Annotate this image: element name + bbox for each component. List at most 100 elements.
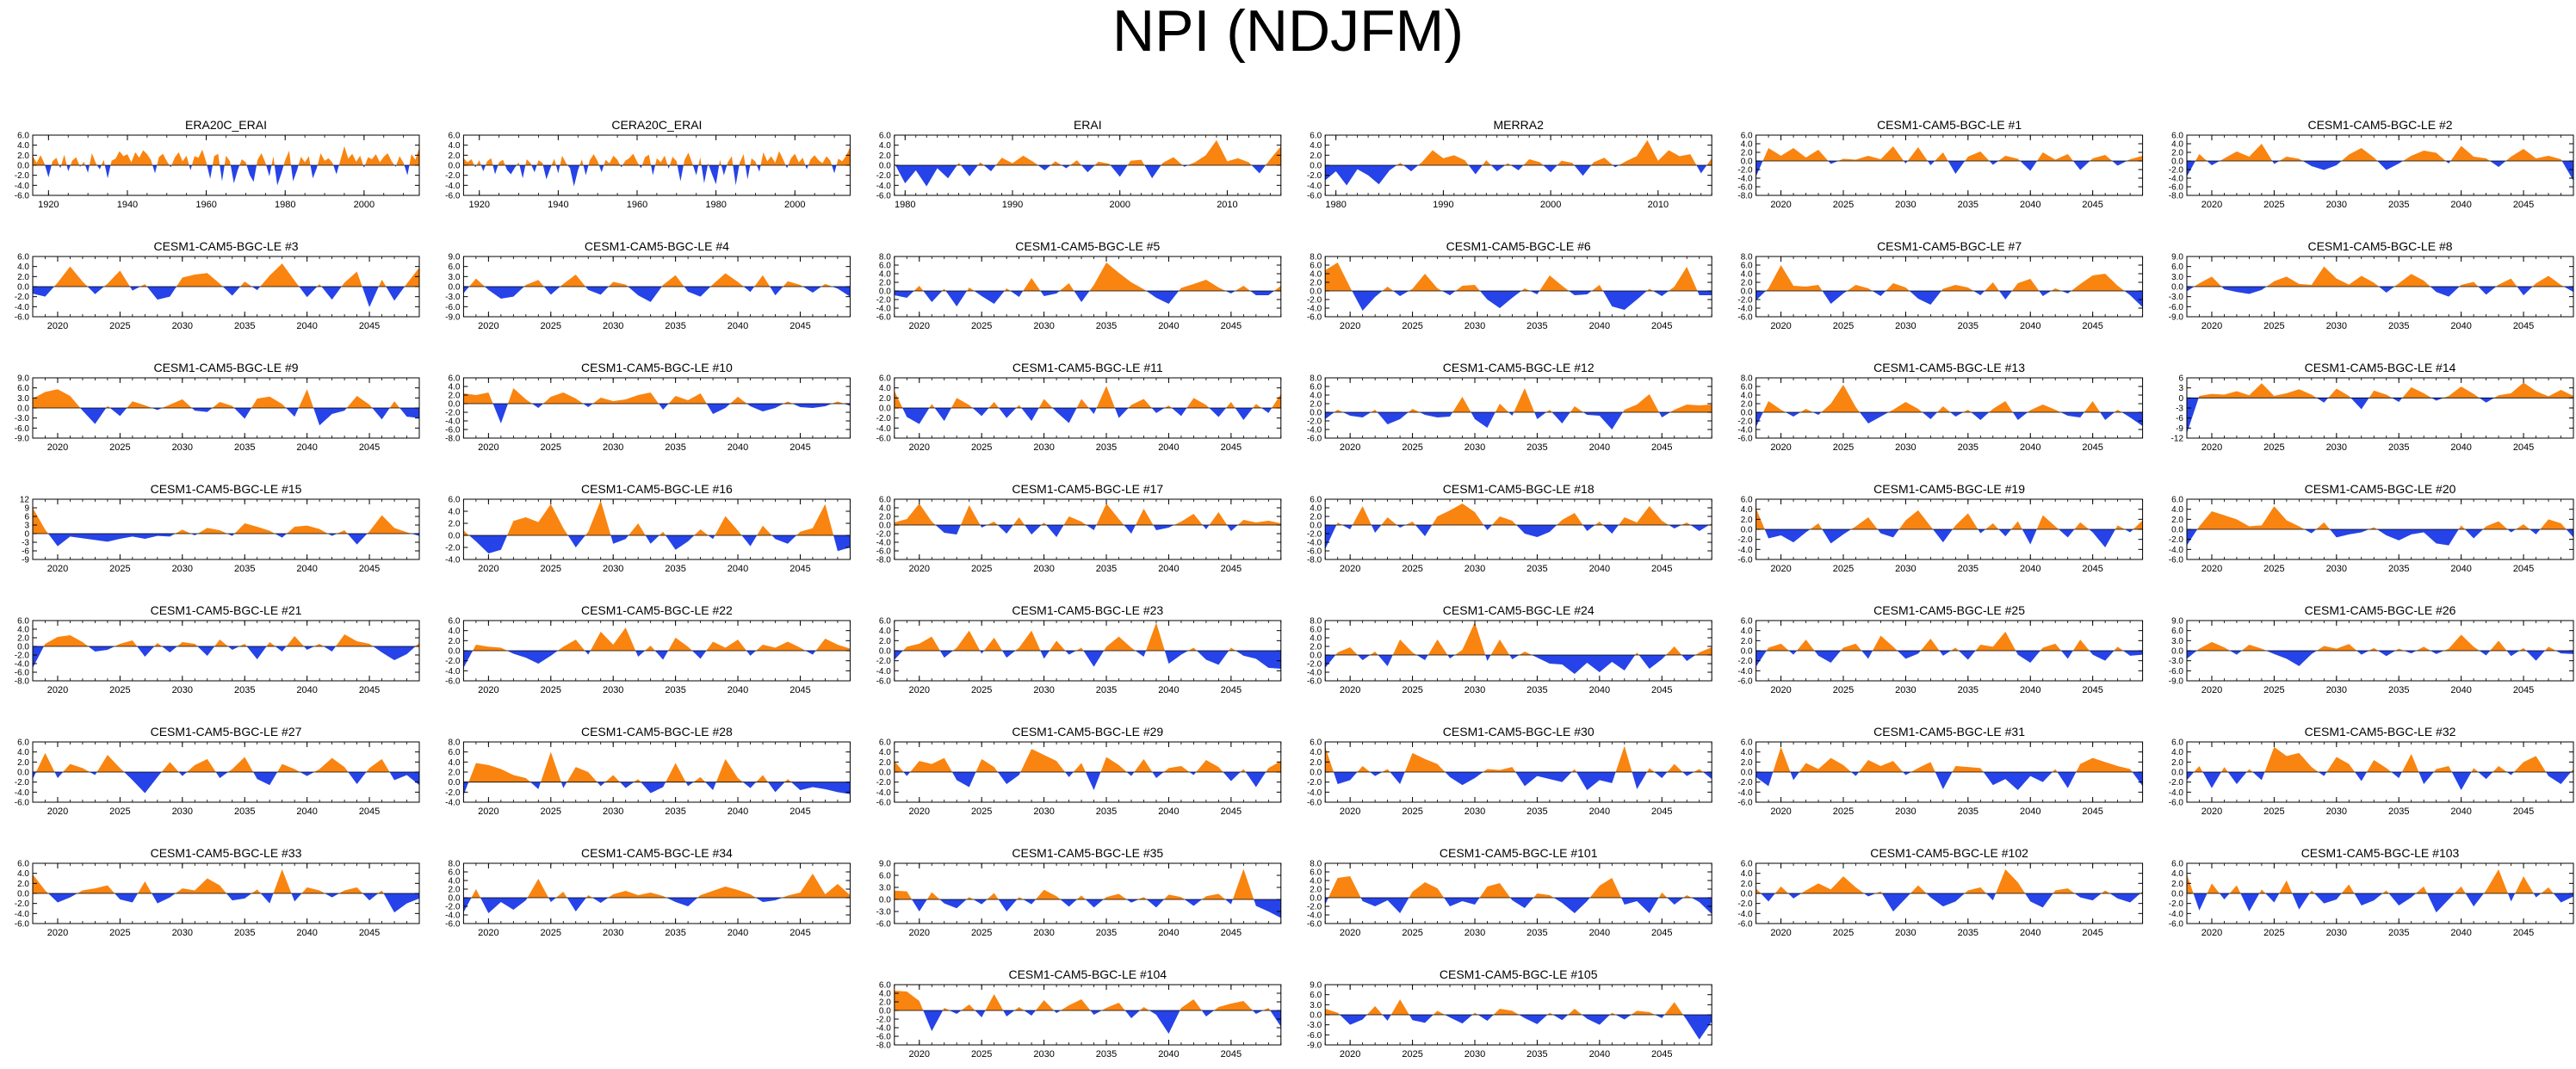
x-tick-label: 2040 [2450, 321, 2471, 331]
y-tick-label: -4.0 [876, 788, 892, 798]
positive-area [1325, 876, 1712, 898]
y-tick-label: 6.0 [879, 872, 891, 881]
x-tick-label: 2025 [971, 806, 992, 817]
y-tick-label: 0.0 [2171, 158, 2183, 167]
y-tick-label: 6.0 [17, 384, 29, 393]
negative-area [463, 898, 851, 913]
y-tick-label: -2.0 [2169, 166, 2184, 176]
x-tick-label: 2030 [603, 806, 623, 817]
panel-title: CESM1-CAM5-BGC-LE #101 [1440, 846, 1598, 860]
y-tick-label: 0.0 [17, 283, 29, 293]
positive-area [2187, 382, 2573, 399]
y-tick-label: 6.0 [2171, 738, 2183, 748]
y-tick-label: 3 [2178, 384, 2183, 393]
y-tick-label: -6.0 [876, 313, 892, 323]
y-tick-label: 9.0 [879, 860, 891, 869]
x-tick-label: 2035 [234, 928, 255, 938]
y-tick-label: 6.0 [1310, 132, 1322, 141]
x-tick-label: 2030 [1464, 321, 1485, 331]
positive-area [894, 749, 1281, 772]
positive-area [33, 869, 419, 893]
y-tick-label: -6.0 [1737, 677, 1753, 687]
x-tick-label: 2030 [1464, 928, 1485, 938]
x-tick-label: 2035 [665, 442, 685, 453]
y-tick-label: 2.0 [879, 513, 891, 522]
panel-title: CESM1-CAM5-BGC-LE #6 [1446, 239, 1591, 253]
panel-title: CESM1-CAM5-BGC-LE #27 [151, 725, 302, 738]
y-tick-label: 2.0 [17, 758, 29, 768]
panel: CESM1-CAM5-BGC-LE #102 6.04.02.00.0-2.0-4… [1737, 846, 2144, 938]
negative-area [463, 651, 851, 668]
x-tick-label: 2020 [1770, 321, 1791, 331]
y-tick-label: 8.0 [1310, 253, 1322, 263]
negative-area [1325, 165, 1712, 186]
y-tick-label: 9.0 [1310, 981, 1322, 991]
y-tick-label: 0.0 [879, 647, 891, 657]
y-tick-label: 3.0 [1310, 1001, 1322, 1010]
x-tick-label: 2045 [359, 442, 380, 453]
y-tick-label: 2.0 [879, 279, 891, 288]
y-tick-label: 2.0 [17, 880, 29, 889]
negative-area [1756, 529, 2143, 547]
x-tick-label: 2045 [1651, 564, 1672, 574]
x-tick-label: 2035 [665, 321, 685, 331]
y-tick-label: 0.0 [879, 162, 891, 171]
y-tick-label: -4.0 [876, 667, 892, 677]
positive-area [1325, 999, 1712, 1015]
x-tick-label: 2020 [478, 806, 498, 817]
x-tick-label: 2040 [1158, 806, 1179, 817]
x-tick-label: 2030 [1895, 564, 1916, 574]
y-tick-label: 6.0 [1741, 132, 1753, 141]
positive-area [33, 145, 419, 165]
y-tick-label: 8.0 [1310, 374, 1322, 384]
y-tick-label: -6.0 [15, 424, 30, 434]
y-tick-label: -6.0 [15, 920, 30, 930]
y-tick-label: -6.0 [1307, 313, 1322, 323]
x-tick-label: 2035 [234, 564, 255, 574]
y-tick-label: -8.0 [876, 556, 892, 565]
negative-area [33, 408, 419, 426]
y-tick-label: 6.0 [448, 617, 460, 627]
y-tick-label: 6.0 [1310, 868, 1322, 878]
y-tick-label: 0.0 [879, 405, 891, 414]
positive-area [1756, 265, 2143, 291]
positive-area [894, 622, 1281, 651]
negative-area [2187, 893, 2573, 913]
y-tick-label: 4.0 [1741, 748, 1753, 757]
y-tick-label: -4.0 [1737, 175, 1753, 184]
x-tick-label: 2020 [47, 442, 68, 453]
y-tick-label: 4.0 [2171, 869, 2183, 879]
panel-title: CESM1-CAM5-BGC-LE #104 [1008, 967, 1167, 981]
x-tick-label: 2000 [784, 200, 805, 210]
x-tick-label: 2045 [2082, 806, 2102, 817]
y-tick-label: -2.0 [2169, 899, 2184, 909]
x-tick-label: 2040 [1589, 1049, 1610, 1060]
y-tick-label: -2.0 [15, 899, 30, 909]
positive-area [33, 389, 419, 408]
x-tick-label: 2030 [2326, 685, 2347, 695]
negative-area [463, 404, 851, 423]
x-tick-label: 2030 [1033, 806, 1054, 817]
x-tick-label: 2020 [1770, 200, 1791, 210]
negative-area [894, 899, 1281, 918]
panel-title: CESM1-CAM5-BGC-LE #7 [1877, 239, 2022, 253]
x-tick-label: 2035 [234, 321, 255, 331]
x-tick-label: 2035 [1958, 564, 1978, 574]
plot-frame [1756, 256, 2144, 318]
y-tick-label: -9.0 [445, 313, 461, 323]
y-tick-label: 0.0 [1310, 287, 1322, 297]
y-tick-label: 6.0 [1741, 383, 1753, 392]
x-tick-label: 2045 [790, 806, 810, 817]
x-tick-label: 2030 [2326, 564, 2347, 574]
negative-area [1325, 1015, 1712, 1040]
y-tick-label: 2.0 [1310, 400, 1322, 410]
panel-title: CESM1-CAM5-BGC-LE #105 [1440, 967, 1598, 981]
positive-area [2187, 634, 2573, 651]
y-tick-label: 9.0 [2171, 253, 2183, 263]
x-tick-label: 2030 [2326, 928, 2347, 938]
y-tick-label: -6.0 [15, 669, 30, 678]
x-tick-label: 1940 [117, 200, 138, 210]
x-tick-label: 2025 [2263, 806, 2284, 817]
x-tick-label: 2025 [2263, 685, 2284, 695]
